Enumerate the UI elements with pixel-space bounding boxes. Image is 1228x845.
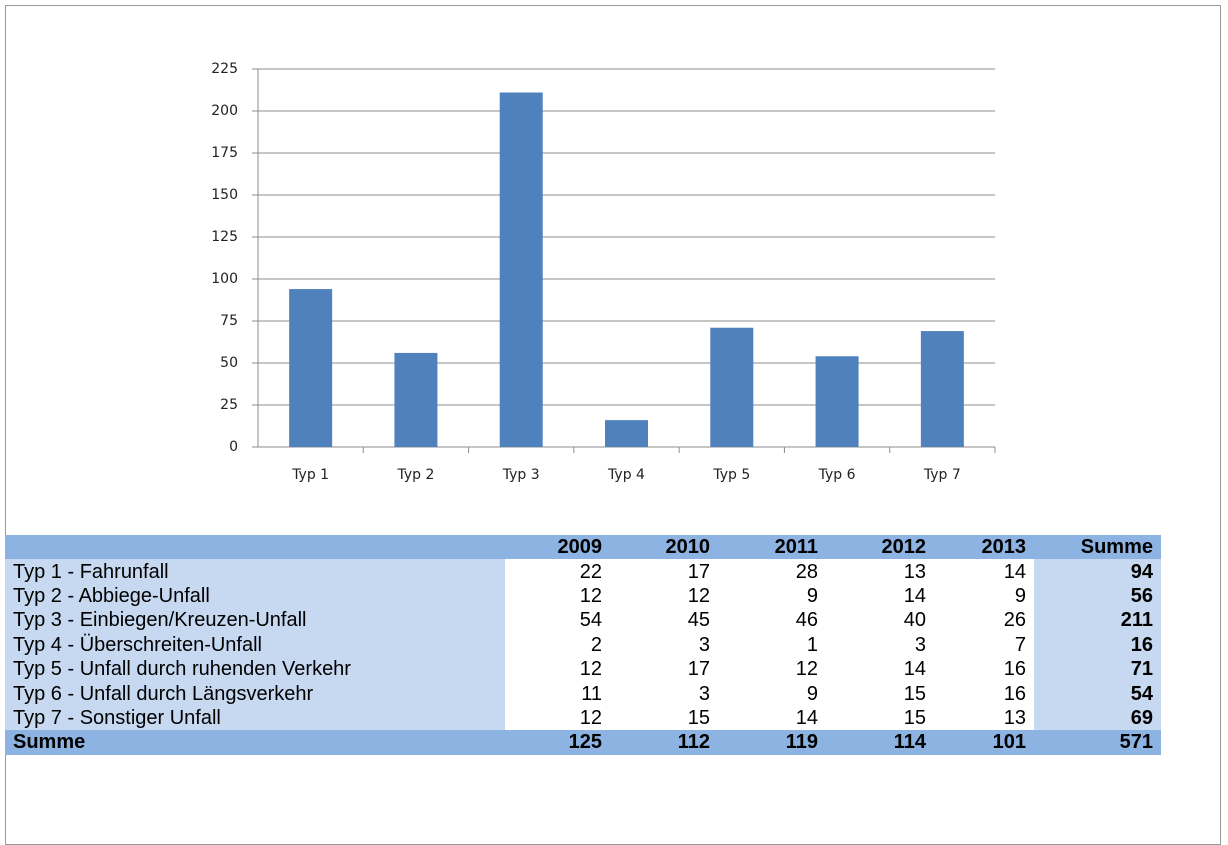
value-cell: 1 — [806, 633, 818, 656]
bar — [815, 356, 859, 447]
value-cell: 3 — [698, 633, 710, 656]
value-cell: 13 — [1003, 706, 1026, 729]
total-cell: 94 — [1034, 559, 1161, 584]
footer-cell: 119 — [718, 730, 826, 755]
y-tick-label: 100 — [211, 271, 238, 287]
value-cell: 17 — [687, 658, 710, 681]
y-tick-label: 125 — [211, 229, 238, 245]
value-cell: 11 — [581, 682, 602, 705]
bar — [394, 352, 438, 447]
header-cell: 2009 — [505, 535, 610, 560]
x-tick-label: Typ 2 — [396, 467, 434, 483]
value-cell: 46 — [795, 609, 818, 632]
value-cell: 13 — [903, 560, 926, 583]
value-cell: 14 — [903, 584, 926, 607]
value-cell: 22 — [579, 560, 602, 583]
footer-label: Summe — [5, 730, 505, 755]
x-tick-label: Typ 3 — [502, 467, 540, 483]
y-tick-label: 50 — [220, 355, 238, 371]
y-tick-label: 25 — [220, 397, 238, 413]
x-tick-label: Typ 5 — [712, 467, 750, 483]
footer-cell: 125 — [505, 730, 610, 755]
value-cell: 9 — [806, 682, 818, 705]
value-cell: 3 — [698, 682, 710, 705]
value-cell: 17 — [687, 560, 710, 583]
x-tick-label: Typ 1 — [291, 467, 329, 483]
value-cell: 12 — [579, 584, 602, 607]
value-cell: 54 — [579, 609, 602, 632]
value-cell: 12 — [579, 658, 602, 681]
value-cell: 14 — [795, 706, 818, 729]
header-cell: 2012 — [826, 535, 934, 560]
row-label: Typ 1 - Fahrunfall — [5, 559, 505, 584]
x-tick-label: Typ 6 — [818, 467, 856, 483]
footer-total: 571 — [1034, 730, 1161, 755]
value-cell: 16 — [1003, 658, 1026, 681]
x-tick-label: Typ 4 — [607, 467, 645, 483]
header-cell: 2010 — [610, 535, 718, 560]
value-cell: 2 — [590, 633, 602, 656]
bar — [710, 327, 754, 447]
table-row: Typ 2 - Abbiege-Unfall 12 12 9 14 9 56 — [5, 583, 1161, 609]
x-tick-label: Typ 7 — [923, 467, 961, 483]
footer-cell: 101 — [934, 730, 1034, 755]
table-row: Typ 1 - Fahrunfall 22 17 28 13 14 94 — [5, 559, 1161, 584]
header-cell: 2013 — [934, 535, 1034, 560]
y-tick-label: 0 — [229, 439, 238, 455]
total-cell: 56 — [1034, 583, 1161, 609]
y-tick-label: 75 — [220, 313, 238, 329]
value-cell: 16 — [1003, 682, 1026, 705]
total-cell: 69 — [1034, 705, 1161, 731]
value-cell: 3 — [914, 633, 926, 656]
value-cell: 15 — [687, 706, 710, 729]
y-tick-label: 175 — [211, 145, 238, 161]
footer-cell: 112 — [610, 730, 718, 755]
value-cell: 9 — [806, 584, 818, 607]
bar — [920, 331, 964, 447]
value-cell: 14 — [903, 658, 926, 681]
total-cell: 16 — [1034, 632, 1161, 657]
row-label: Typ 4 - Überschreiten-Unfall — [5, 632, 505, 657]
total-cell: 211 — [1034, 608, 1161, 633]
row-label: Typ 3 - Einbiegen/Kreuzen-Unfall — [5, 608, 505, 633]
row-label: Typ 2 - Abbiege-Unfall — [5, 583, 505, 609]
table-row: 2009 2010 2011 2012 2013 Summe — [5, 535, 1161, 560]
value-cell: 28 — [795, 560, 818, 583]
y-tick-label: 150 — [211, 187, 238, 203]
bar — [605, 420, 648, 447]
y-tick-label: 225 — [211, 61, 238, 77]
row-label: Typ 7 - Sonstiger Unfall — [5, 705, 505, 731]
table-row: Typ 6 - Unfall durch Längsverkehr 11 3 9 15 1… — [5, 681, 1161, 706]
row-label: Typ 5 - Unfall durch ruhenden Verkehr — [5, 656, 505, 682]
table-row: Typ 7 - Sonstiger Unfall 12 15 14 15 13 69 — [5, 705, 1161, 731]
bar — [499, 92, 543, 448]
value-cell: 40 — [903, 609, 926, 632]
value-cell: 12 — [579, 706, 602, 729]
table-row: Summe 125 112 119 114 101 571 — [5, 730, 1161, 755]
value-cell: 12 — [687, 584, 710, 607]
table-row: Typ 3 - Einbiegen/Kreuzen-Unfall 54 45 46 40… — [5, 608, 1161, 633]
row-label: Typ 6 - Unfall durch Längsverkehr — [5, 681, 505, 706]
value-cell: 15 — [903, 706, 926, 729]
data-table: 2009 2010 2011 2012 2013 Summe Typ 1 - Fahrunf… — [5, 535, 1161, 755]
total-cell: 54 — [1034, 681, 1161, 706]
header-cell — [5, 535, 505, 560]
table-row: Typ 4 - Überschreiten-Unfall 2 3 1 3 7 16 — [5, 632, 1161, 657]
value-cell: 14 — [1003, 560, 1026, 583]
chart: 0 25 50 75 100 125 150 175 200 225 Typ 1 Typ 2 Typ 3… — [211, 61, 996, 483]
value-cell: 15 — [903, 682, 926, 705]
value-cell: 45 — [687, 609, 710, 632]
header-cell: Summe — [1034, 535, 1161, 560]
value-cell: 9 — [1014, 584, 1026, 607]
y-tick-label: 200 — [211, 103, 238, 119]
table-row: Typ 5 - Unfall durch ruhenden Verkehr 12 1… — [5, 656, 1161, 682]
value-cell: 7 — [1014, 633, 1026, 656]
total-cell: 71 — [1034, 656, 1161, 682]
footer-cell: 114 — [826, 730, 934, 755]
value-cell: 12 — [795, 658, 818, 681]
header-cell: 2011 — [718, 535, 826, 560]
bar — [289, 289, 333, 447]
value-cell: 26 — [1003, 609, 1026, 632]
